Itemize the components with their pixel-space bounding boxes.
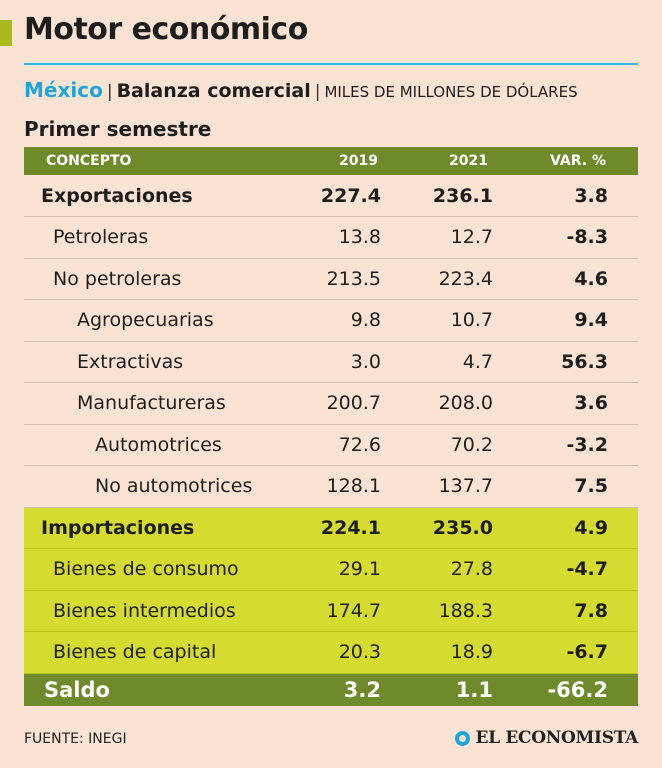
row-value-var: 7.8 [574, 599, 608, 622]
brand-logo: EL ECONOMISTA [455, 728, 638, 748]
column-header-2021: 2021 [449, 153, 488, 169]
country-label: México [24, 78, 103, 102]
row-value-var: 4.9 [574, 516, 608, 539]
units-label: MILES DE MILLONES DE DÓLARES [324, 83, 578, 101]
row-value-2021: 12.7 [450, 226, 493, 249]
row-value-2019: 9.8 [350, 309, 381, 332]
row-concept: Petroleras [53, 226, 149, 249]
accent-bar [0, 20, 12, 46]
column-header-var: VAR. % [550, 153, 606, 169]
table-header-row: CONCEPTO 2019 2021 VAR. % [24, 147, 638, 175]
row-value-2019: 224.1 [320, 516, 381, 539]
row-concept: Manufactureras [77, 392, 226, 415]
row-concept: Saldo [44, 677, 110, 702]
row-value-var: -66.2 [547, 677, 608, 702]
row-value-2021: 235.0 [432, 516, 493, 539]
table-row: No petroleras 213.5 223.4 4.6 [24, 258, 638, 300]
row-concept: Automotrices [95, 433, 222, 456]
row-value-2021: 27.8 [450, 558, 493, 581]
row-value-var: 9.4 [574, 309, 608, 332]
table-row: Bienes de capital 20.3 18.9 -6.7 [24, 631, 638, 673]
table-row: Automotrices 72.6 70.2 -3.2 [24, 424, 638, 466]
row-value-var: 3.6 [574, 392, 608, 415]
row-value-2019: 29.1 [338, 558, 381, 581]
row-concept: No petroleras [53, 267, 182, 290]
topic-label: Balanza comercial [116, 80, 311, 102]
column-header-concept: CONCEPTO [46, 153, 132, 169]
separator: | [106, 82, 113, 102]
row-concept: Agropecuarias [77, 309, 214, 332]
row-concept: Bienes intermedios [53, 599, 236, 622]
brand-icon [455, 730, 471, 746]
period-label: Primer semestre [24, 117, 212, 141]
row-value-var: 3.8 [574, 184, 608, 207]
table-row: Bienes de consumo 29.1 27.8 -4.7 [24, 548, 638, 590]
row-value-2019: 72.6 [338, 433, 381, 456]
table-row: Manufactureras 200.7 208.0 3.6 [24, 383, 638, 424]
table-row: Exportaciones 227.4 236.1 3.8 [24, 175, 638, 217]
row-value-2021: 208.0 [438, 392, 493, 415]
title-divider [24, 63, 638, 65]
row-value-2019: 200.7 [326, 392, 381, 415]
row-value-var: -3.2 [566, 433, 608, 456]
separator: | [314, 82, 321, 102]
table-row: Importaciones 224.1 235.0 4.9 [24, 507, 638, 549]
row-concept: Bienes de consumo [53, 558, 239, 581]
row-value-2019: 174.7 [326, 599, 381, 622]
row-value-var: 7.5 [574, 475, 608, 498]
page-title: Motor económico [24, 12, 308, 47]
row-value-var: 56.3 [561, 350, 608, 373]
row-concept: Exportaciones [41, 184, 193, 207]
row-concept: Extractivas [77, 350, 184, 373]
row-value-2021: 70.2 [450, 433, 493, 456]
table-row: Petroleras 13.8 12.7 -8.3 [24, 217, 638, 258]
row-value-2021: 4.7 [462, 350, 493, 373]
row-value-2019: 128.1 [326, 475, 381, 498]
row-concept: No automotrices [95, 475, 253, 498]
row-value-2021: 137.7 [438, 475, 493, 498]
row-value-2021: 10.7 [450, 309, 493, 332]
row-value-2021: 18.9 [450, 641, 493, 664]
row-value-2019: 3.0 [350, 350, 381, 373]
row-value-2021: 223.4 [438, 267, 493, 290]
row-value-2019: 13.8 [338, 226, 381, 249]
row-value-2021: 188.3 [438, 599, 493, 622]
row-value-var: -4.7 [566, 558, 608, 581]
brand-name: EL ECONOMISTA [475, 728, 638, 748]
row-concept: Importaciones [41, 516, 195, 539]
row-value-2019: 20.3 [338, 641, 381, 664]
row-value-2021: 236.1 [432, 184, 493, 207]
row-concept: Bienes de capital [53, 641, 217, 664]
row-value-2019: 3.2 [343, 677, 381, 702]
table-row: Bienes intermedios 174.7 188.3 7.8 [24, 590, 638, 632]
table-row: Agropecuarias 9.8 10.7 9.4 [24, 300, 638, 341]
column-header-2019: 2019 [339, 153, 378, 169]
subtitle: México | Balanza comercial | MILES DE MILLON… [24, 78, 578, 102]
row-value-var: -6.7 [566, 641, 608, 664]
row-value-var: -8.3 [566, 226, 608, 249]
row-value-2019: 227.4 [320, 184, 381, 207]
table-row: No automotrices 128.1 137.7 7.5 [24, 466, 638, 507]
table-row: Extractivas 3.0 4.7 56.3 [24, 341, 638, 383]
source-note: FUENTE: INEGI [24, 731, 127, 747]
row-value-2021: 1.1 [455, 677, 493, 702]
table-row-total: Saldo 3.2 1.1 -66.2 [24, 673, 638, 706]
row-value-var: 4.6 [574, 267, 608, 290]
row-value-2019: 213.5 [326, 267, 381, 290]
trade-balance-table: CONCEPTO 2019 2021 VAR. % Exportaciones … [24, 147, 638, 706]
